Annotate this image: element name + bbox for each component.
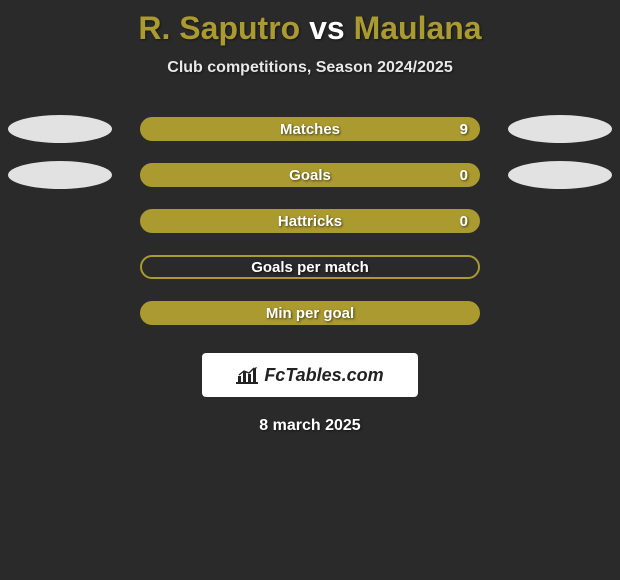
stat-bar: Hattricks 0 bbox=[140, 209, 480, 233]
stat-row: Goals per match bbox=[0, 255, 620, 279]
logo-box: FcTables.com bbox=[202, 353, 418, 397]
page-title: R. Saputro vs Maulana bbox=[0, 0, 620, 47]
left-ellipse bbox=[8, 161, 112, 189]
vs-label: vs bbox=[309, 10, 345, 46]
stat-label: Hattricks bbox=[278, 213, 342, 230]
stat-value: 0 bbox=[460, 167, 468, 184]
player1-name: R. Saputro bbox=[138, 10, 300, 46]
stat-value: 9 bbox=[460, 121, 468, 138]
comparison-container: R. Saputro vs Maulana Club competitions,… bbox=[0, 0, 620, 580]
stat-label: Goals per match bbox=[251, 259, 369, 276]
stat-bar: Min per goal bbox=[140, 301, 480, 325]
stat-label: Min per goal bbox=[266, 305, 354, 322]
stat-row: Matches 9 bbox=[0, 117, 620, 141]
stat-rows: Matches 9 Goals 0 Hattricks 0 Goals per match M… bbox=[0, 117, 620, 325]
subtitle: Club competitions, Season 2024/2025 bbox=[0, 59, 620, 77]
chart-icon bbox=[236, 366, 258, 384]
logo-text: FcTables.com bbox=[264, 365, 383, 386]
stat-label: Matches bbox=[280, 121, 340, 138]
stat-row: Hattricks 0 bbox=[0, 209, 620, 233]
right-ellipse bbox=[508, 161, 612, 189]
stat-label: Goals bbox=[289, 167, 331, 184]
stat-value: 0 bbox=[460, 213, 468, 230]
stat-bar: Matches 9 bbox=[140, 117, 480, 141]
stat-bar: Goals 0 bbox=[140, 163, 480, 187]
date-label: 8 march 2025 bbox=[0, 417, 620, 435]
stat-row: Min per goal bbox=[0, 301, 620, 325]
stat-row: Goals 0 bbox=[0, 163, 620, 187]
player2-name: Maulana bbox=[354, 10, 482, 46]
left-ellipse bbox=[8, 115, 112, 143]
right-ellipse bbox=[508, 115, 612, 143]
stat-bar: Goals per match bbox=[140, 255, 480, 279]
